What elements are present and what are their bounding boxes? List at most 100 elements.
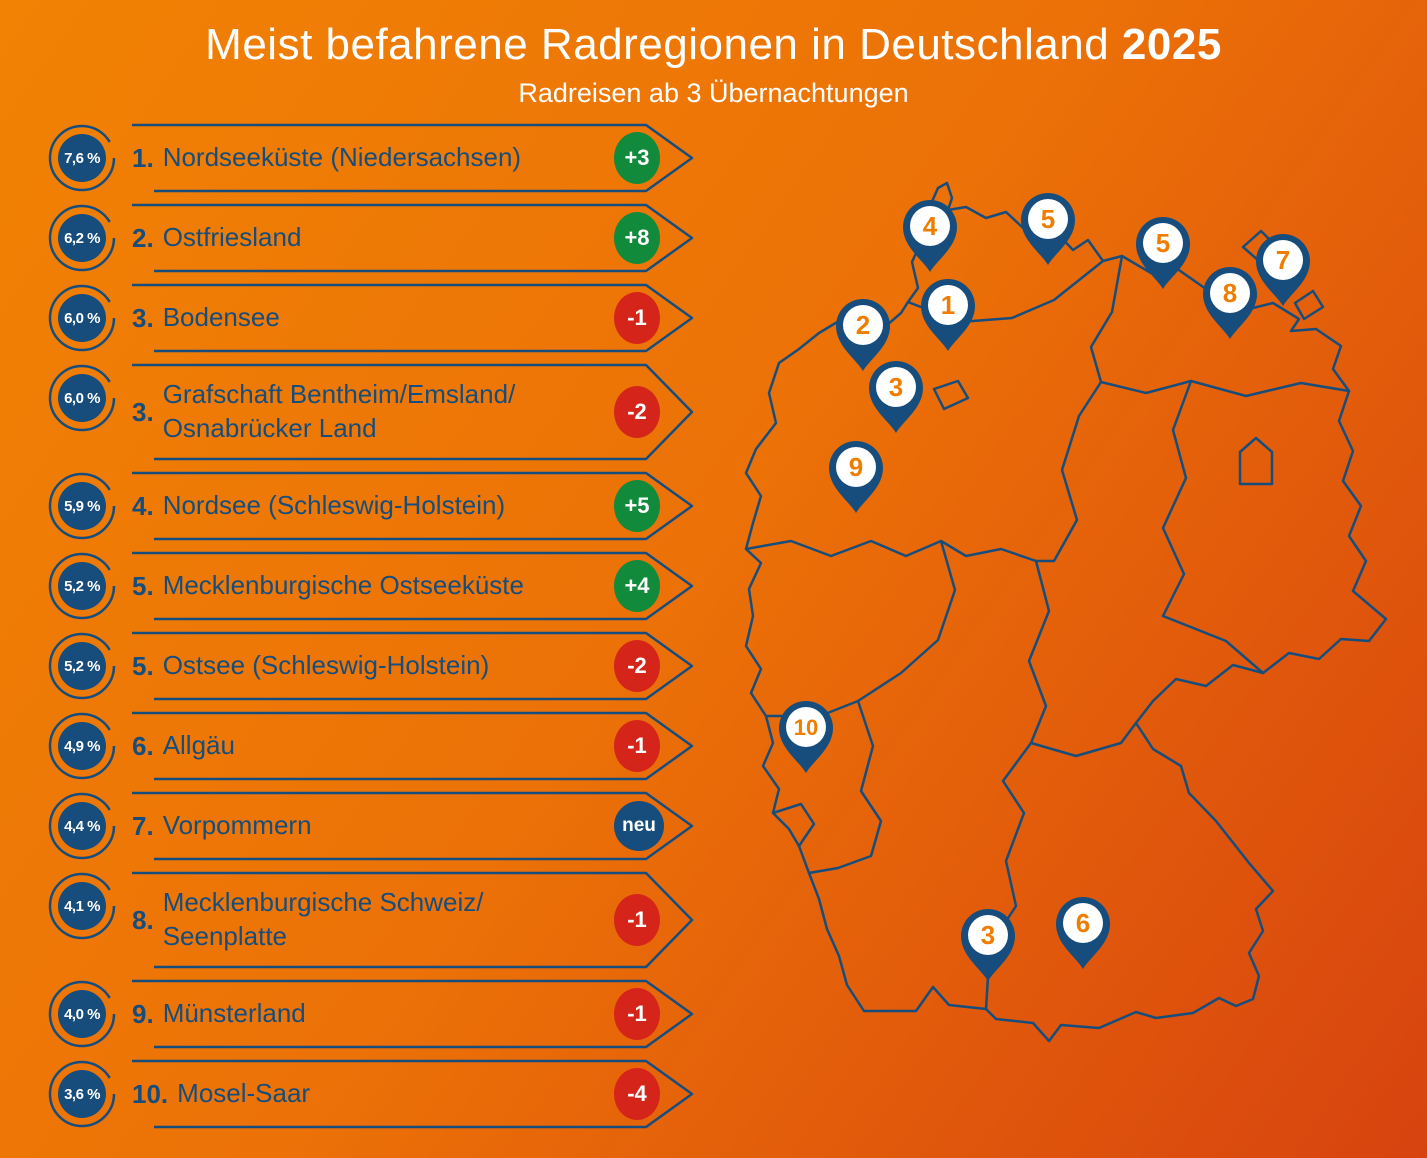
rank-number: 2. <box>132 222 154 253</box>
ranking-item-8: 4,9 % 6. Allgäu -1 <box>48 711 696 781</box>
region-label: 8. Mecklenburgische Schweiz/ Seenplatte <box>132 871 484 969</box>
banner-shape <box>48 1059 694 1129</box>
banner-outline <box>132 123 694 193</box>
border-rhineland-palatinate <box>807 699 883 875</box>
region-label: 10. Mosel-Saar <box>132 1059 310 1129</box>
percent-value: 4,9 % <box>64 737 100 755</box>
percent-disc <box>58 562 106 610</box>
pin-circle <box>1263 240 1303 280</box>
banner-shape <box>48 631 694 701</box>
percent-disc <box>58 134 106 182</box>
region-name: Ostfriesland <box>162 222 302 253</box>
region-label: 6. Allgäu <box>132 711 235 781</box>
region-name: Mecklenburgische Ostseeküste <box>162 570 524 601</box>
banner-outline <box>132 471 694 541</box>
map-pin-8: 8 <box>1203 267 1257 339</box>
region-name: Mosel-Saar <box>177 1078 311 1109</box>
pin-circle <box>843 305 883 345</box>
rank-number: 8. <box>132 904 154 935</box>
region-name: Mecklenburgische Schweiz/ Seenplatte <box>162 887 484 951</box>
pin-number: 5 <box>1156 228 1170 258</box>
banner-outline <box>132 871 694 969</box>
banner-shape <box>48 711 694 781</box>
pin-circle <box>786 707 826 747</box>
banner-shape <box>48 363 694 461</box>
region-name: Nordseeküste (Niedersachsen) <box>162 142 522 173</box>
ranking-list: 7,6 % 1. Nordseeküste (Niedersachsen) +3 … <box>48 123 696 1139</box>
pin-circle <box>876 367 916 407</box>
percent-disc <box>58 374 106 422</box>
ranking-item-1: 7,6 % 1. Nordseeküste (Niedersachsen) +3 <box>48 123 696 193</box>
border-brandenburg-saxony <box>1161 614 1265 675</box>
percent-value: 4,0 % <box>64 1005 100 1023</box>
map-pin-9: 9 <box>829 441 883 513</box>
percent-disc <box>58 642 106 690</box>
change-badge: +8 <box>614 212 660 264</box>
ranking-item-10: 4,1 % 8. Mecklenburgische Schweiz/ Seenpl… <box>48 871 696 969</box>
change-badge: -2 <box>614 640 660 692</box>
percent-disc <box>58 294 106 342</box>
border-saxony-anhalt-west <box>1034 380 1103 563</box>
border-berlin <box>1238 436 1274 486</box>
banner-outline <box>132 283 694 353</box>
pin-number: 3 <box>981 920 995 950</box>
page-title: Meist befahrene Radregionen in Deutschla… <box>0 20 1427 70</box>
page-title-year: 2025 <box>1121 20 1222 69</box>
pin-number: 10 <box>794 715 818 740</box>
percent-ring <box>48 364 116 432</box>
region-name: Bodensee <box>162 302 280 333</box>
banner-outline <box>132 791 694 861</box>
border-nrw <box>764 539 957 718</box>
border-thuringia-bavaria <box>1029 721 1138 758</box>
region-name: Grafschaft Bentheim/Emsland/ Osnabrücker… <box>162 379 516 443</box>
region-label: 9. Münsterland <box>132 979 306 1049</box>
pin-number: 2 <box>856 310 870 340</box>
change-badge: -1 <box>614 988 660 1040</box>
region-name: Münsterland <box>162 998 306 1029</box>
region-label: 5. Mecklenburgische Ostseeküste <box>132 551 524 621</box>
pin-circle <box>928 285 968 325</box>
percent-value: 4,1 % <box>64 897 100 915</box>
pin-circle <box>910 206 950 246</box>
border-brandenburg-west <box>1161 379 1193 618</box>
banner-shape <box>48 283 694 353</box>
percent-value: 6,2 % <box>64 229 100 247</box>
banner-shape <box>48 979 694 1049</box>
pin-circle <box>1143 223 1183 263</box>
border-hesse-thuringia <box>1027 559 1051 745</box>
percent-value: 5,2 % <box>64 657 100 675</box>
map-pin-2: 2 <box>836 299 890 371</box>
change-badge: -2 <box>614 386 660 438</box>
percent-value: 7,6 % <box>64 149 100 167</box>
pin-number: 1 <box>941 290 955 320</box>
banner-shape <box>48 791 694 861</box>
change-badge: -1 <box>614 292 660 344</box>
pin-number: 5 <box>1041 204 1055 234</box>
ranking-item-12: 3,6 % 10. Mosel-Saar -4 <box>48 1059 696 1129</box>
map-pin-7: 7 <box>1256 234 1310 306</box>
germany-map: 4 5 5 7 8 1 2 <box>744 181 1388 1043</box>
page-subtitle: Radreisen ab 3 Übernachtungen <box>518 78 909 108</box>
rank-number: 10. <box>132 1078 169 1109</box>
pin-circle <box>836 447 876 487</box>
percent-ring <box>48 552 116 620</box>
region-name: Allgäu <box>162 730 235 761</box>
ranking-item-9: 4,4 % 7. Vorpommern neu <box>48 791 696 861</box>
percent-value: 5,2 % <box>64 577 100 595</box>
percent-ring <box>48 872 116 940</box>
rank-number: 6. <box>132 730 154 761</box>
rank-number: 3. <box>132 302 154 333</box>
border-lower-saxony-south <box>744 539 1038 563</box>
state-borders <box>744 229 1351 1011</box>
map-pins: 4 5 5 7 8 1 2 <box>779 193 1310 981</box>
map-pin-3b: 3 <box>961 909 1015 981</box>
rank-number: 9. <box>132 998 154 1029</box>
rank-number: 3. <box>132 396 154 427</box>
pin-number: 9 <box>849 452 863 482</box>
border-bremen <box>932 379 970 411</box>
ranking-item-7: 5,2 % 5. Ostsee (Schleswig-Holstein) -2 <box>48 631 696 701</box>
percent-ring <box>48 632 116 700</box>
change-badge: +4 <box>614 560 660 612</box>
percent-disc <box>58 482 106 530</box>
percent-value: 5,9 % <box>64 497 100 515</box>
